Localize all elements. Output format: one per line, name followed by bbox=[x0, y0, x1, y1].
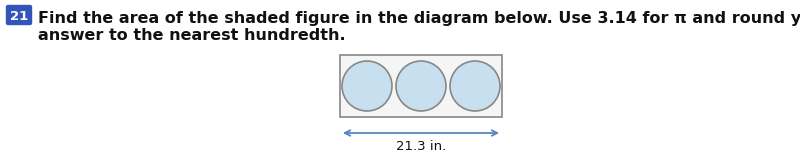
Circle shape bbox=[396, 61, 446, 111]
Text: Find the area of the shaded figure in the diagram below. Use 3.14 for π and roun: Find the area of the shaded figure in th… bbox=[38, 10, 800, 25]
Text: answer to the nearest hundredth.: answer to the nearest hundredth. bbox=[38, 29, 346, 44]
Bar bbox=[340, 55, 502, 117]
Text: 21.3 in.: 21.3 in. bbox=[396, 140, 446, 153]
Circle shape bbox=[342, 61, 392, 111]
Text: 21: 21 bbox=[10, 10, 28, 23]
Circle shape bbox=[450, 61, 500, 111]
FancyBboxPatch shape bbox=[6, 6, 31, 24]
